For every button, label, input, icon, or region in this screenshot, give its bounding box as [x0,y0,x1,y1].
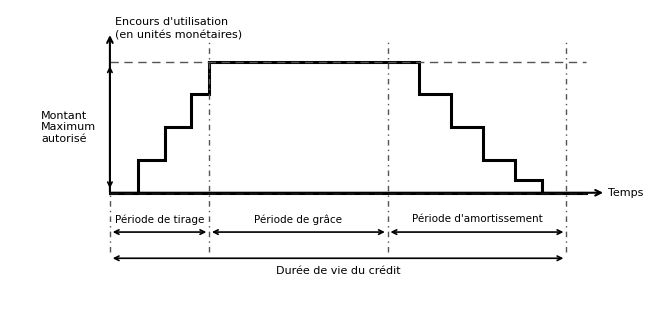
Text: Montant
Maximum
autorisé: Montant Maximum autorisé [41,111,96,144]
Text: Durée de vie du crédit: Durée de vie du crédit [276,267,400,276]
Text: Période d'amortissement: Période d'amortissement [411,214,542,224]
Text: (en unités monétaires): (en unités monétaires) [114,30,242,40]
Text: Temps: Temps [608,188,644,198]
Text: Période de grâce: Période de grâce [254,214,343,225]
Text: Encours d'utilisation: Encours d'utilisation [114,17,228,27]
Text: Période de tirage: Période de tirage [115,214,204,225]
